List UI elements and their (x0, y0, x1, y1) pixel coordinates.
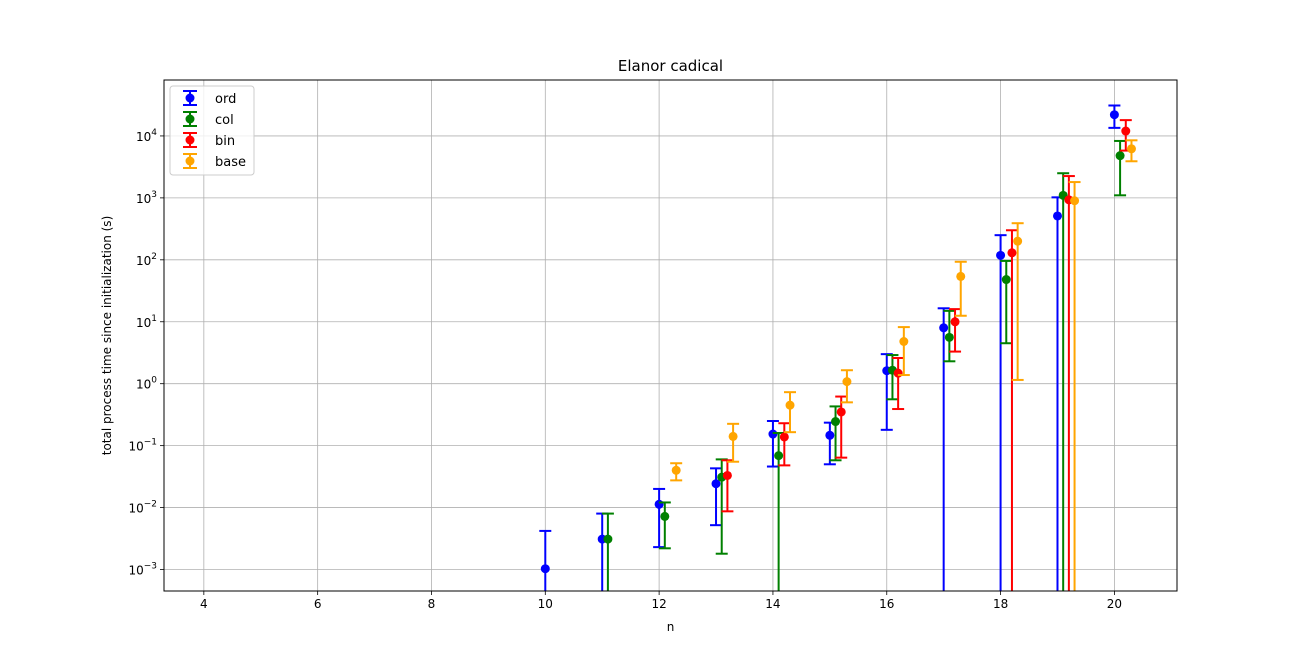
x-tick-label: 14 (765, 597, 780, 611)
x-tick-label: 16 (879, 597, 894, 611)
data-point-ord (711, 479, 721, 489)
y-tick-label: 103 (136, 190, 157, 206)
data-point-col (660, 511, 670, 521)
legend-marker (185, 93, 195, 103)
data-point-base (1013, 236, 1023, 246)
series-col (601, 139, 1127, 591)
legend-label: col (215, 113, 234, 128)
legend-box (169, 85, 255, 176)
data-point-base (1126, 144, 1136, 154)
data-point-col (831, 417, 841, 427)
y-tick-label: 10−1 (128, 438, 157, 454)
plot-area (164, 80, 1177, 591)
data-point-base (842, 377, 852, 387)
data-point-ord (654, 499, 664, 509)
y-tick-label: 102 (136, 252, 157, 268)
legend-entry-base: base (183, 153, 246, 170)
y-axis-label: total process time since initialization … (100, 216, 114, 456)
data-point-bin (1007, 248, 1017, 258)
legend-marker (185, 114, 195, 124)
data-point-base (1070, 196, 1080, 206)
data-point-bin (893, 368, 903, 378)
y-axis: 10−3 10−2 10−1 100 101 102 103 104 (128, 128, 164, 578)
x-tick-label: 18 (993, 597, 1008, 611)
legend-label: base (215, 155, 246, 170)
grid-lines (164, 80, 1177, 591)
data-layer (539, 104, 1138, 591)
y-tick-label: 100 (136, 376, 157, 392)
data-point-ord (825, 430, 835, 440)
data-point-bin (722, 470, 732, 480)
legend-label: bin (215, 134, 235, 149)
x-tick-label: 12 (651, 597, 666, 611)
data-point-ord (768, 429, 778, 439)
data-point-col (944, 332, 954, 342)
x-tick-label: 8 (428, 597, 436, 611)
chart-title: Elanor cadical (618, 57, 723, 75)
x-axis-label: n (667, 620, 675, 634)
x-tick-label: 6 (314, 597, 322, 611)
legend-marker (185, 156, 195, 166)
data-point-base (899, 337, 909, 347)
y-tick-label: 104 (136, 128, 157, 144)
legend-entry-bin: bin (183, 132, 235, 149)
legend-label: ord (215, 92, 236, 107)
data-point-base (956, 271, 966, 281)
data-point-bin (1121, 126, 1131, 136)
data-point-ord (1109, 110, 1119, 120)
data-point-col (1001, 275, 1011, 285)
data-point-bin (779, 432, 789, 442)
legend-entry-ord: ord (183, 90, 236, 107)
x-tick-label: 10 (538, 597, 553, 611)
data-point-col (603, 534, 613, 544)
series-base (670, 139, 1138, 591)
x-tick-label: 20 (1107, 597, 1122, 611)
series-group (539, 104, 1138, 591)
legend-marker (185, 135, 195, 145)
data-point-base (785, 400, 795, 410)
y-tick-label: 10−3 (128, 562, 157, 578)
data-point-ord (996, 250, 1006, 260)
data-point-ord (540, 564, 550, 574)
x-tick-label: 4 (200, 597, 208, 611)
y-tick-label: 101 (136, 314, 157, 330)
data-point-bin (950, 317, 960, 327)
data-point-ord (1052, 211, 1062, 221)
data-point-base (671, 465, 681, 475)
y-tick-label: 10−2 (128, 500, 157, 516)
legend-entry-col: col (183, 111, 234, 128)
x-axis: 4 6 8 10 12 14 16 18 20 (200, 591, 1122, 611)
axes-frame (163, 79, 1178, 592)
data-point-bin (836, 407, 846, 417)
data-point-col (774, 451, 784, 461)
legend: ord col bin base (169, 85, 255, 176)
data-point-col (1115, 151, 1125, 161)
data-point-ord (939, 323, 949, 333)
data-point-base (728, 431, 738, 441)
